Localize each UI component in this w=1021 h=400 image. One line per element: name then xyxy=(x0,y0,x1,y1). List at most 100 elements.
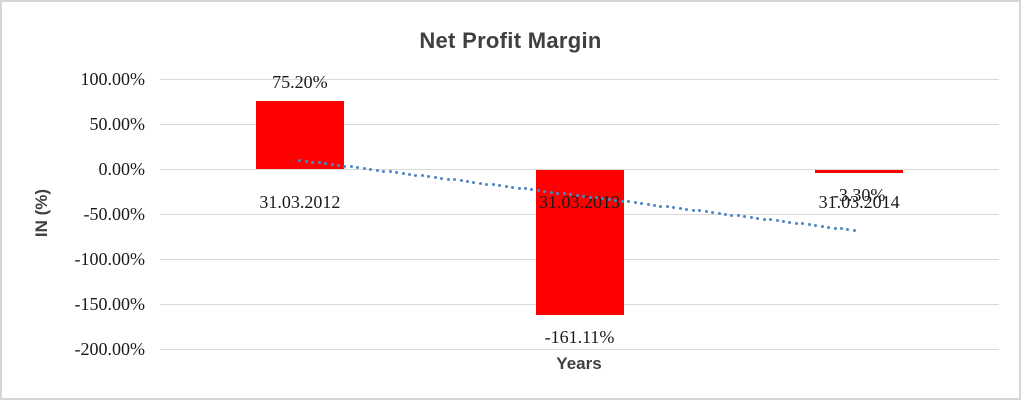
trendline-dot xyxy=(717,211,721,215)
trendline-dot xyxy=(762,217,766,221)
trendline-dot xyxy=(330,163,334,166)
trendline-dot xyxy=(337,163,341,167)
trendline-dot xyxy=(446,177,450,181)
y-tick-label: -50.00% xyxy=(83,204,146,224)
trendline-dot xyxy=(588,195,592,199)
trendline-dot xyxy=(736,214,740,218)
trendline-dot xyxy=(407,172,411,176)
trendline-dot xyxy=(562,192,566,196)
trendline-dot xyxy=(478,181,482,185)
trendline-dot xyxy=(427,175,431,179)
trendline-dot xyxy=(575,193,579,197)
trendline-dot xyxy=(349,165,353,169)
gridline-100.00% xyxy=(160,79,999,80)
trendline-dot xyxy=(543,189,547,193)
trendline-dot xyxy=(775,219,779,223)
trendline-dot xyxy=(582,194,586,198)
y-tick-label: 0.00% xyxy=(98,159,146,179)
trendline-dot xyxy=(485,182,489,186)
trendline-dot xyxy=(556,191,560,195)
trendline-dot xyxy=(665,205,669,209)
trendline-dot xyxy=(846,228,850,232)
trendline-dot xyxy=(788,220,792,224)
trendline-dot xyxy=(549,190,553,194)
trendline-dot xyxy=(388,170,392,174)
trendline-dot xyxy=(698,209,702,213)
trendline-dot xyxy=(614,198,618,202)
trendline-dot xyxy=(504,185,508,188)
trendline-dot xyxy=(704,210,708,214)
trendline-dot xyxy=(362,167,366,171)
category-label-31.03.2013: 31.03.2013 xyxy=(539,192,620,212)
chart-title: Net Profit Margin xyxy=(419,28,602,53)
trendline-dot xyxy=(401,171,405,175)
trendline-dot xyxy=(324,162,328,166)
trendline-dot xyxy=(840,227,844,231)
trendline-dot xyxy=(511,185,515,189)
trendline-dot xyxy=(794,221,798,225)
trendline-dot xyxy=(769,218,773,222)
gridline--200.00% xyxy=(160,349,999,350)
trendline-dot xyxy=(524,187,528,191)
trendline-dot xyxy=(453,178,457,182)
category-label-31.03.2014: 31.03.2014 xyxy=(818,192,900,212)
trendline-dot xyxy=(356,166,360,170)
trendline-dot xyxy=(369,167,373,171)
trendline-dot xyxy=(833,226,837,230)
trendline-dot xyxy=(440,176,444,180)
value-label-31.03.2013: -161.11% xyxy=(544,326,615,347)
y-tick-label: -150.00% xyxy=(74,294,146,314)
trendline-dot xyxy=(723,212,727,216)
trendline-dot xyxy=(459,179,463,183)
trendline-dot xyxy=(420,174,424,178)
x-axis-title: Years xyxy=(556,354,602,373)
y-tick-label: -200.00% xyxy=(74,339,146,359)
trendline-dot xyxy=(466,180,469,184)
trendline-dot xyxy=(536,189,540,193)
trendline-dot xyxy=(414,173,418,177)
category-label-31.03.2012: 31.03.2012 xyxy=(259,192,341,212)
trendline-dot xyxy=(433,176,437,180)
trendline-dot xyxy=(620,199,624,203)
trendline-dot xyxy=(304,159,308,163)
bar-31.03.2012 xyxy=(255,101,344,169)
trendline-dot xyxy=(491,183,495,187)
trendline-dot xyxy=(317,161,321,165)
y-tick-label: 50.00% xyxy=(89,114,146,134)
trendline-dot xyxy=(814,224,818,228)
value-label-31.03.2012: 75.20% xyxy=(272,72,328,93)
trendline-dot xyxy=(685,207,689,211)
gridline-0.00% xyxy=(160,169,999,170)
trendline-dot xyxy=(711,211,715,215)
trendline-dot xyxy=(640,202,644,206)
trendline-dot xyxy=(517,186,521,190)
trendline-dot xyxy=(827,225,831,229)
trendline-dot xyxy=(627,200,631,204)
trendline-dot xyxy=(594,196,598,200)
trendline-dot xyxy=(801,222,805,226)
trendline-dot xyxy=(678,206,682,210)
trendline-dot xyxy=(672,206,676,210)
trendline-dot xyxy=(569,193,573,197)
trendline-dot xyxy=(633,201,637,205)
bar-31.03.2014 xyxy=(815,170,904,173)
trendline-dot xyxy=(311,160,315,164)
trendline-dot xyxy=(472,180,476,184)
trendline-dot xyxy=(743,215,747,219)
trendline-dot xyxy=(382,169,386,173)
value-label-31.03.2014: -3.30% xyxy=(832,184,886,205)
trendline-dot xyxy=(756,216,760,220)
trendline-dot xyxy=(730,213,734,217)
trendline-dot xyxy=(607,198,611,202)
trendline-dot xyxy=(653,203,656,207)
y-axis-title: IN (%) xyxy=(32,188,51,238)
trendline-dot xyxy=(852,228,856,232)
trendline-dot xyxy=(343,164,347,168)
trendline-dot xyxy=(691,208,695,212)
trendline-dot xyxy=(659,204,663,208)
trendline-dot xyxy=(395,171,399,175)
gridline-50.00% xyxy=(160,124,999,125)
trendline-dot xyxy=(807,223,811,227)
trendline-dot xyxy=(646,202,650,206)
y-tick-label: 100.00% xyxy=(80,69,146,89)
